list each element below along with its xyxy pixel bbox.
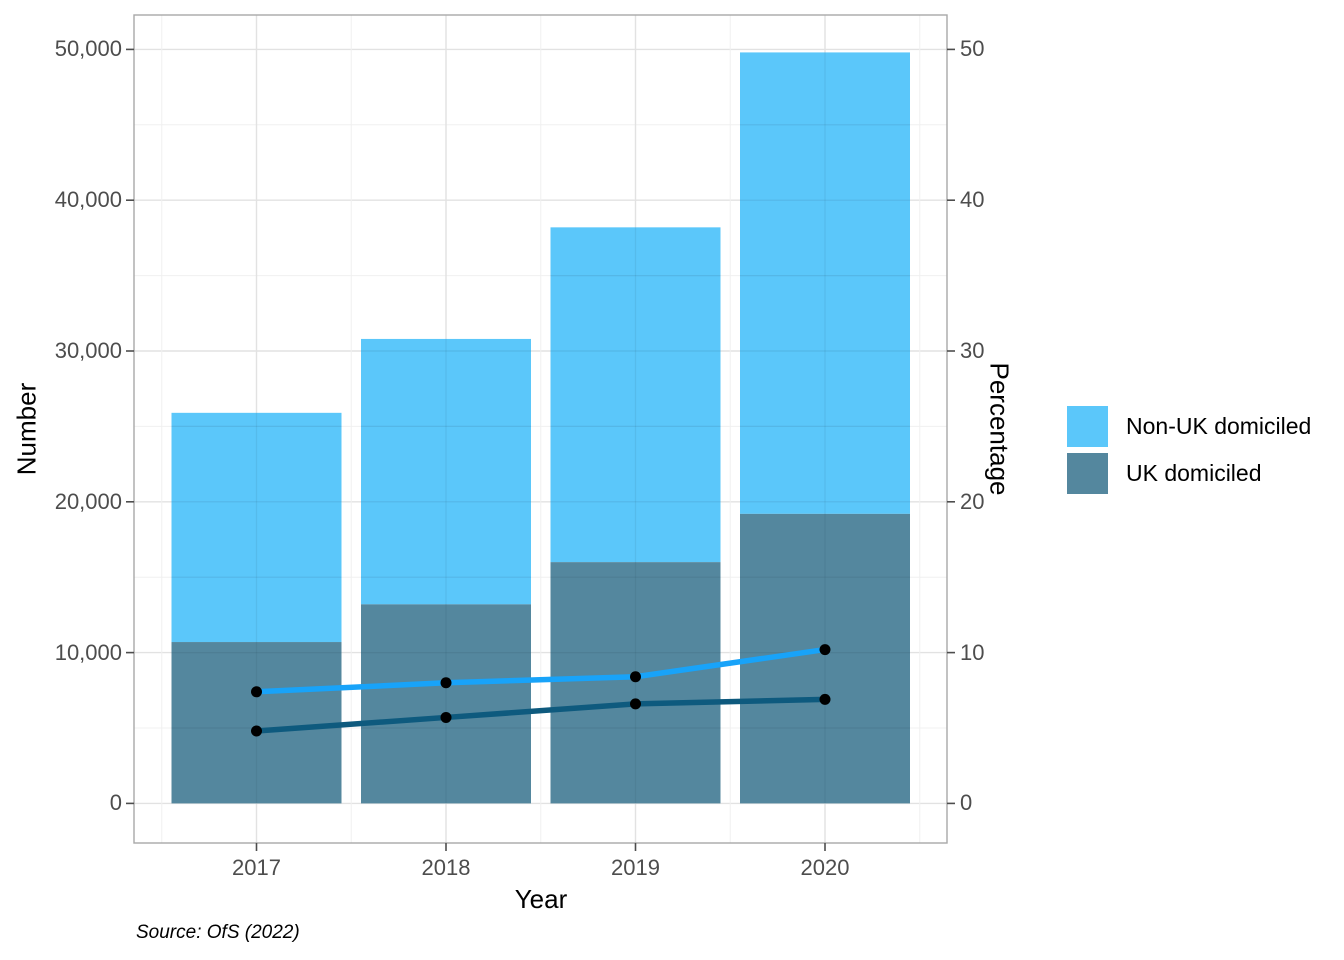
legend-swatch-non-uk xyxy=(1067,406,1108,447)
left-axis-tick: 10,000 xyxy=(54,639,122,665)
right-axis-tick: 0 xyxy=(960,790,973,816)
x-axis-title: Year xyxy=(514,884,568,914)
x-axis-tick: 2018 xyxy=(421,855,471,880)
left-axis-tick: 20,000 xyxy=(54,488,122,514)
left-axis-tick: 50,000 xyxy=(54,36,122,62)
source-caption: Source: OfS (2022) xyxy=(136,922,300,943)
left-axis-tick: 30,000 xyxy=(54,338,122,363)
x-axis-tick: 2017 xyxy=(232,855,281,880)
right-axis-tick: 50 xyxy=(960,36,985,62)
right-axis-tick: 40 xyxy=(960,187,985,213)
right-axis-tick: 20 xyxy=(960,488,985,514)
left-axis-title: Number xyxy=(11,382,42,476)
legend-item-uk: UK domiciled xyxy=(1067,453,1311,494)
legend-label-non-uk: Non-UK domiciled xyxy=(1126,413,1312,439)
x-axis-tick: 2020 xyxy=(800,855,850,880)
legend: Non-UK domiciled UK domiciled xyxy=(1067,406,1311,500)
legend-swatch-uk xyxy=(1067,453,1108,494)
left-axis-tick: 0 xyxy=(109,790,122,816)
x-axis-tick: 2019 xyxy=(611,855,660,880)
right-axis-title: Percentage xyxy=(984,362,1015,496)
right-axis-tick: 10 xyxy=(960,639,985,665)
right-axis-tick: 30 xyxy=(960,338,985,363)
legend-label-uk: UK domiciled xyxy=(1126,460,1262,486)
legend-item-non-uk: Non-UK domiciled xyxy=(1067,406,1311,447)
left-axis-tick: 40,000 xyxy=(54,187,122,213)
